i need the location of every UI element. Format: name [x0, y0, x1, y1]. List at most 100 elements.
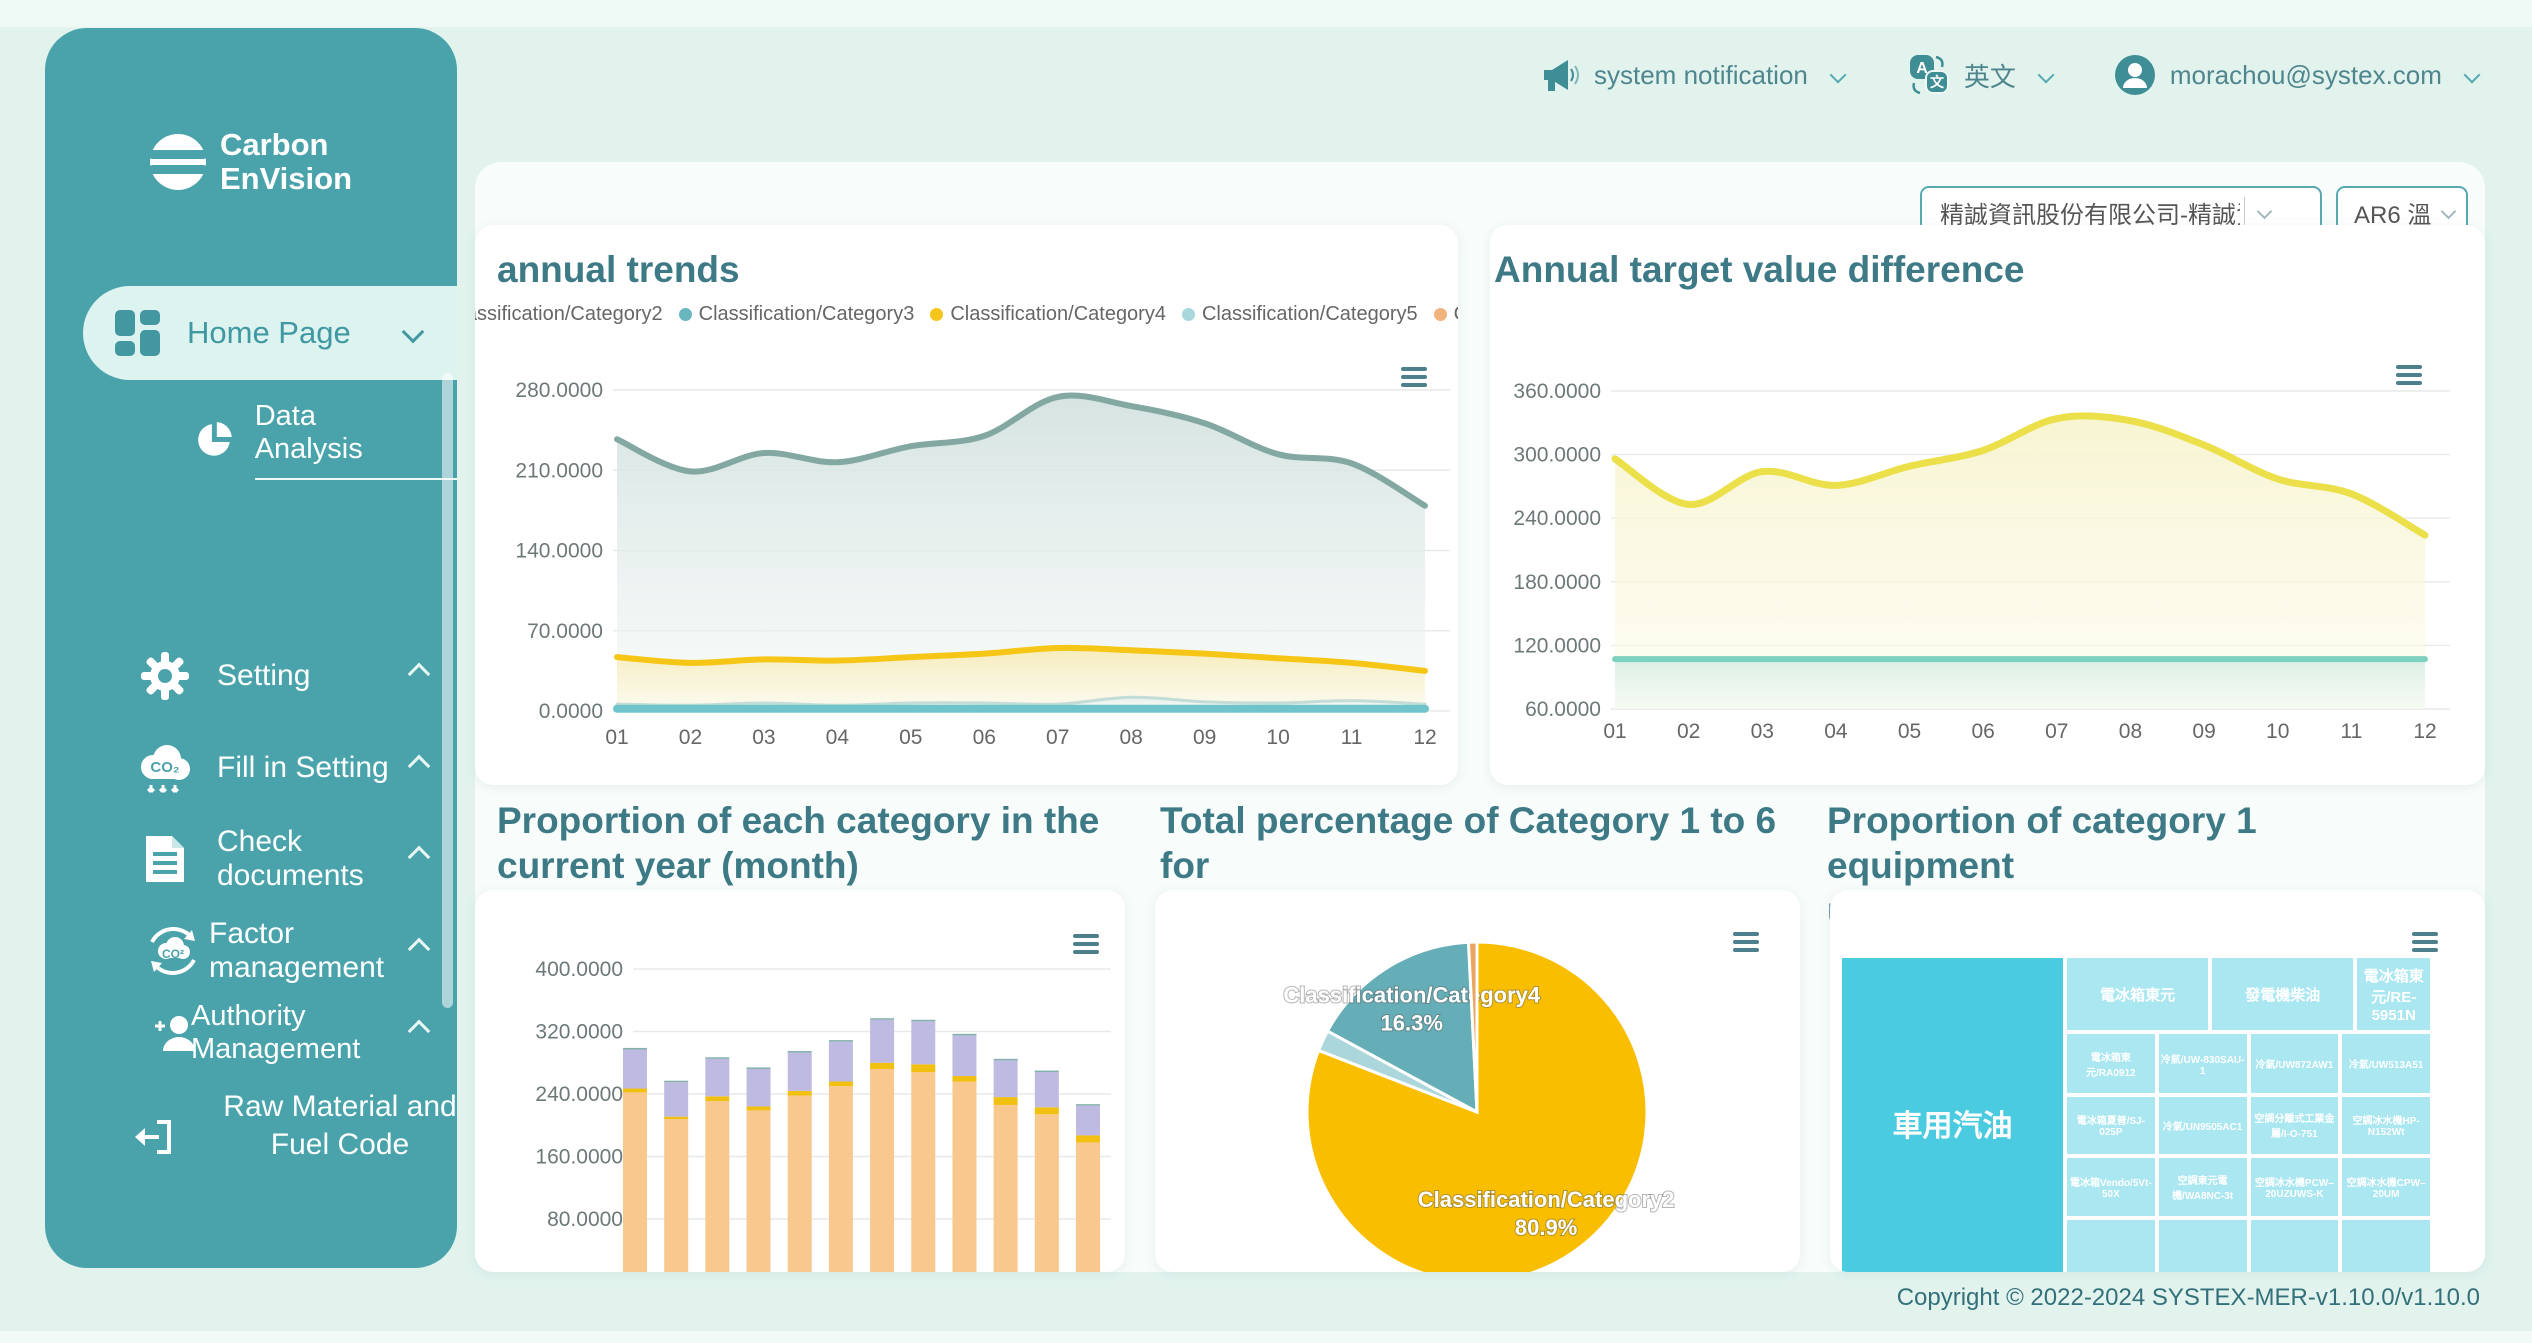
- svg-text:01: 01: [1603, 720, 1626, 743]
- svg-text:80.9%: 80.9%: [1515, 1215, 1577, 1240]
- svg-text:16.3%: 16.3%: [1381, 1010, 1443, 1035]
- sidebar: Carbon EnVision Home Page Data Analysis: [45, 28, 457, 1268]
- legend-item[interactable]: Classification/Category4: [930, 303, 1166, 326]
- scheme-select-value: AR6 溫: [2354, 201, 2432, 229]
- exit-icon: [133, 1116, 175, 1163]
- treemap-cell[interactable]: [2250, 1220, 2339, 1272]
- chevron-down-icon: [2463, 57, 2481, 88]
- annual-trends-legend[interactable]: Classification/Category2 Classification/C…: [475, 303, 1458, 326]
- sidebar-item-label: Check documents: [217, 825, 364, 892]
- sidebar-item-check-documents[interactable]: Check documents: [45, 823, 457, 895]
- svg-text:04: 04: [826, 726, 850, 749]
- svg-text:10: 10: [2266, 720, 2289, 743]
- treemap-cell[interactable]: 電冰箱夏普/SJ-025P: [2067, 1096, 2155, 1154]
- sidebar-item-label: Setting: [217, 659, 311, 692]
- sidebar-item-home-page[interactable]: Home Page: [83, 286, 457, 380]
- svg-text:160.0000: 160.0000: [535, 1146, 623, 1169]
- legend-label: Classification/Category5: [1201, 303, 1418, 325]
- translate-icon: A 文: [1909, 55, 1949, 95]
- chevron-down-icon: [401, 320, 425, 345]
- svg-text:70.0000: 70.0000: [527, 620, 603, 643]
- sidebar-item-label: Home Page: [187, 315, 351, 350]
- treemap-cell[interactable]: 發電機柴油: [2212, 958, 2354, 1031]
- sidebar-scrollbar[interactable]: [442, 373, 453, 1008]
- treemap-cell[interactable]: 電冰箱東元/RA0912: [2067, 1034, 2155, 1093]
- co2-cloud-icon: CO₂: [133, 741, 197, 795]
- svg-text:08: 08: [2119, 720, 2142, 743]
- svg-text:05: 05: [1898, 720, 1921, 743]
- svg-text:A: A: [1916, 60, 1928, 77]
- equipment-usage-card: 車用汽油 電冰箱東元 發電機柴油 電冰箱東元/RE-5951N 電冰箱東元/RA0912…: [1830, 890, 2485, 1272]
- chart-menu-icon[interactable]: [1401, 367, 1427, 387]
- treemap-cell[interactable]: 電冰箱東元/RE-5951N: [2357, 958, 2430, 1031]
- svg-text:280.0000: 280.0000: [515, 379, 603, 402]
- chevron-down-icon: [2256, 196, 2273, 224]
- svg-text:120.0000: 120.0000: [1513, 634, 1601, 657]
- treemap-cell[interactable]: 空調冰水機HP-N152Wt: [2342, 1096, 2430, 1154]
- chart-menu-icon[interactable]: [2396, 365, 2422, 385]
- legend-item[interactable]: Classification/Category2: [475, 303, 663, 326]
- topbar: system notification A 文 英文 morachou@syst…: [1540, 40, 2500, 110]
- svg-text:02: 02: [679, 726, 702, 749]
- category-proportion-chart[interactable]: 80.0000 160.0000 240.0000 320.0000 400.0000: [475, 890, 1125, 1272]
- treemap-cell[interactable]: 冷氣/UN9505AC1: [2158, 1096, 2247, 1154]
- sidebar-item-setting[interactable]: Setting: [45, 640, 457, 712]
- treemap-cell[interactable]: 車用汽油: [1842, 958, 2063, 1272]
- sidebar-item-fill-in-setting[interactable]: CO₂ Fill in Setting: [45, 732, 457, 804]
- legend-dot-icon: [930, 308, 944, 321]
- sidebar-item-label: Data Analysis: [254, 400, 457, 480]
- svg-text:03: 03: [752, 726, 775, 749]
- svg-text:240.0000: 240.0000: [535, 1083, 623, 1106]
- svg-text:文: 文: [1930, 74, 1945, 90]
- svg-text:60.0000: 60.0000: [1525, 698, 1601, 721]
- sidebar-item-data-analysis[interactable]: Data Analysis: [195, 400, 457, 480]
- legend-item[interactable]: Classification/Category5: [1181, 303, 1418, 326]
- sidebar-item-factor-management[interactable]: CO² Factor management: [45, 915, 457, 987]
- treemap-cell[interactable]: 空調東元電機/WA8NC-3t: [2158, 1157, 2247, 1217]
- footer: Copyright © 2022-2024 SYSTEX-MER-v1.10.0…: [0, 1284, 2480, 1312]
- company-select-value: 精誠資訊股份有限公司-精誠資訊(內...: [1940, 201, 2240, 229]
- annual-trends-chart[interactable]: 0.0000 70.0000 140.0000 210.0000 280.0000 01 0…: [475, 345, 1458, 785]
- legend-item[interactable]: Classification/Category3: [678, 303, 914, 326]
- user-menu[interactable]: morachou@systex.com: [2114, 54, 2481, 96]
- equipment-treemap-chart[interactable]: 車用汽油 電冰箱東元 發電機柴油 電冰箱東元/RE-5951N 電冰箱東元/RA0912…: [1842, 958, 2430, 1272]
- pie-icon: [198, 422, 232, 456]
- treemap-cell[interactable]: 空調分離式工業金屬/I-O-751: [2250, 1096, 2339, 1154]
- svg-text:04: 04: [1824, 720, 1848, 743]
- svg-text:80.0000: 80.0000: [547, 1208, 623, 1231]
- factor-recycle-icon: CO²: [141, 920, 205, 982]
- chart-menu-icon[interactable]: [2412, 932, 2438, 952]
- person-plus-icon: [143, 1013, 207, 1053]
- treemap-cell[interactable]: 冷氣/UW-830SAU-1: [2158, 1034, 2247, 1093]
- category-total-pie-chart[interactable]: Classification/Category2 80.9% Classificat…: [1155, 890, 1800, 1272]
- notification-menu[interactable]: system notification: [1540, 57, 1847, 93]
- treemap-cell[interactable]: 冷氣/UW872AW1: [2250, 1034, 2339, 1093]
- treemap-cell[interactable]: 電冰箱Vendo/5Vt-50X: [2067, 1157, 2155, 1217]
- treemap-cell[interactable]: [2342, 1220, 2430, 1272]
- main-content: 精誠資訊股份有限公司-精誠資訊(內... AR6 溫 annual trends…: [475, 162, 2485, 1272]
- svg-text:Classification/Category2: Classification/Category2: [1418, 1187, 1675, 1212]
- treemap-cell[interactable]: 電冰箱東元: [2067, 958, 2209, 1031]
- chart-menu-icon[interactable]: [1733, 932, 1759, 952]
- svg-text:CO²: CO²: [162, 947, 184, 961]
- treemap-cell[interactable]: [2158, 1220, 2247, 1272]
- svg-text:10: 10: [1266, 726, 1289, 749]
- chart-menu-icon[interactable]: [1073, 934, 1099, 954]
- sidebar-item-authority-management[interactable]: Authority Management: [45, 997, 457, 1069]
- treemap-cell[interactable]: 空調冰水機CPW–20UM: [2342, 1157, 2430, 1217]
- treemap-cell[interactable]: 空調冰水機PCW–20UZUWS-K: [2250, 1157, 2339, 1217]
- language-menu[interactable]: A 文 英文: [1906, 53, 2055, 97]
- svg-text:05: 05: [899, 726, 922, 749]
- treemap-cell[interactable]: [2067, 1220, 2155, 1272]
- legend-label: Classification/Category4: [950, 303, 1166, 325]
- legend-item[interactable]: Classification/Category6: [1433, 303, 1458, 326]
- svg-text:240.0000: 240.0000: [1513, 507, 1601, 530]
- legend-dot-icon: [678, 308, 692, 321]
- treemap-cell[interactable]: 冷氣/UW513A51: [2342, 1034, 2430, 1093]
- legend-label: Classification/Category2: [475, 303, 663, 325]
- chevron-up-icon: [407, 845, 431, 870]
- svg-text:CO₂: CO₂: [150, 759, 179, 776]
- annual-target-chart[interactable]: 60.0000 120.0000 180.0000 240.0000 300.0000 3…: [1490, 345, 2485, 785]
- svg-text:07: 07: [1046, 726, 1069, 749]
- category-proportion-card: 80.0000 160.0000 240.0000 320.0000 400.0000: [475, 890, 1125, 1272]
